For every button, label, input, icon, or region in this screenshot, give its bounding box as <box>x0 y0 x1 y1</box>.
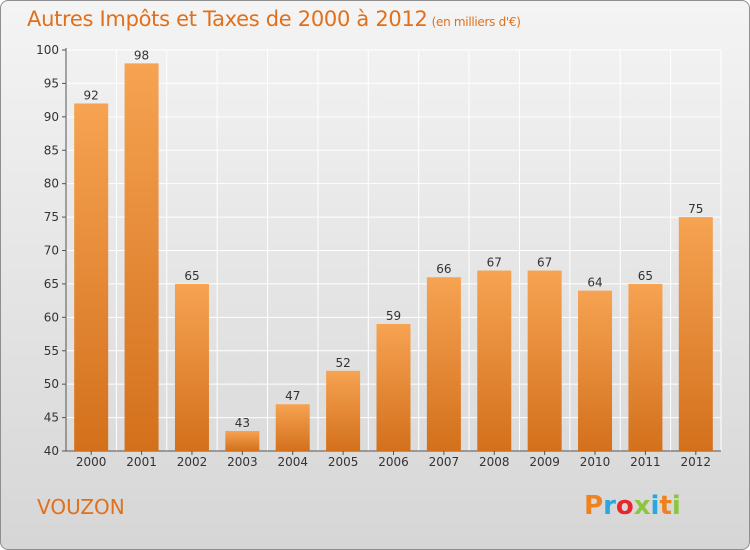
chart-unit: (en milliers d'€) <box>431 15 521 29</box>
bar <box>527 270 562 451</box>
bar-value-label: 75 <box>688 202 703 216</box>
y-tick-label: 55 <box>44 344 59 358</box>
x-tick-label: 2008 <box>479 455 510 469</box>
x-tick-label: 2011 <box>630 455 661 469</box>
y-tick-label: 90 <box>44 110 59 124</box>
x-tick-label: 2006 <box>378 455 409 469</box>
labels: 40 45 50 55 60 65 70 75 80 85 90 95 100 92 2000 98 2001 6… <box>36 43 711 469</box>
x-tick-label: 2000 <box>76 455 107 469</box>
bar-value-label: 52 <box>335 356 350 370</box>
y-tick-label: 45 <box>44 411 59 425</box>
y-tick-label: 80 <box>44 177 59 191</box>
bar-value-label: 67 <box>487 256 502 270</box>
logo-letter: o <box>615 491 634 521</box>
bar <box>376 324 411 451</box>
y-tick-label: 50 <box>44 377 59 391</box>
logo-letter: i <box>671 491 681 521</box>
logo-letter: i <box>650 491 660 521</box>
bar-value-label: 65 <box>638 269 653 283</box>
y-tick-label: 40 <box>44 444 59 458</box>
proxiti-logo: Proxiti <box>584 491 681 521</box>
bar-value-label: 47 <box>285 389 300 403</box>
bar <box>74 103 109 451</box>
x-tick-label: 2004 <box>277 455 308 469</box>
bar <box>275 404 310 451</box>
bar <box>578 290 613 451</box>
x-tick-label: 2012 <box>681 455 712 469</box>
bar-value-label: 98 <box>134 48 149 62</box>
bar <box>225 430 260 451</box>
bar <box>326 370 361 451</box>
bar-value-label: 67 <box>537 256 552 270</box>
x-tick-label: 2003 <box>227 455 258 469</box>
bar-value-label: 59 <box>386 309 401 323</box>
y-tick-label: 95 <box>44 76 59 90</box>
bar <box>628 283 663 451</box>
logo-letter: x <box>633 491 651 521</box>
x-tick-label: 2005 <box>328 455 359 469</box>
bar <box>678 217 713 451</box>
bar-value-label: 64 <box>587 276 602 290</box>
y-tick-label: 60 <box>44 310 59 324</box>
bar-value-label: 43 <box>235 416 250 430</box>
x-tick-label: 2002 <box>177 455 208 469</box>
logo-letter: r <box>603 491 616 521</box>
bar <box>124 63 159 451</box>
y-tick-label: 75 <box>44 210 59 224</box>
x-tick-label: 2010 <box>580 455 611 469</box>
x-tick-label: 2007 <box>429 455 460 469</box>
bar-value-label: 66 <box>436 262 451 276</box>
y-tick-label: 70 <box>44 244 59 258</box>
bar <box>477 270 512 451</box>
bar <box>174 283 209 451</box>
bar-value-label: 92 <box>84 88 99 102</box>
commune-name: VOUZON <box>37 495 125 519</box>
logo-letter: P <box>584 491 604 521</box>
y-tick-label: 100 <box>36 43 59 57</box>
bar <box>426 277 461 451</box>
chart-title: Autres Impôts et Taxes de 2000 à 2012 (en… <box>27 7 521 31</box>
y-tick-label: 65 <box>44 277 59 291</box>
logo-letter: t <box>659 491 672 521</box>
bar-value-label: 65 <box>184 269 199 283</box>
bars <box>74 63 713 451</box>
x-tick-label: 2001 <box>126 455 157 469</box>
y-tick-label: 85 <box>44 143 59 157</box>
x-tick-label: 2009 <box>529 455 560 469</box>
